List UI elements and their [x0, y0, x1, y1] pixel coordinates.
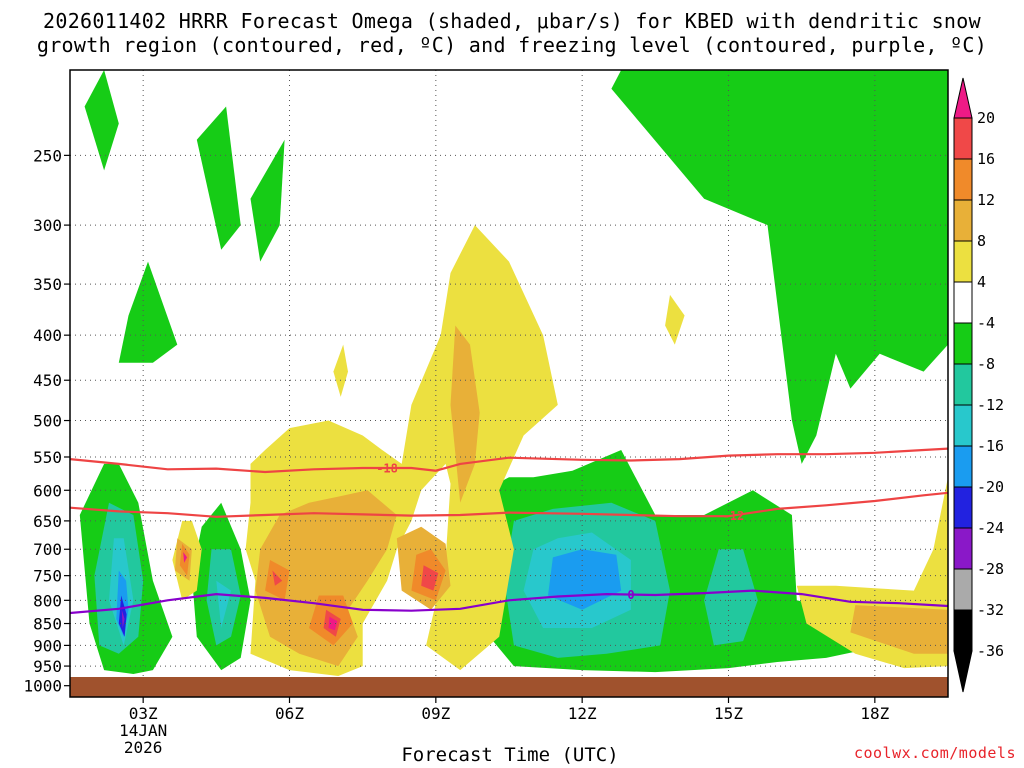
- x-tick-date: 14JAN: [119, 721, 167, 740]
- y-tick-label-900: 900: [33, 636, 62, 655]
- colorbar: 20 16 12 8 4 -4 -8 -12 -16 -20 -24 -28 -32 -36: [953, 77, 1004, 693]
- omega-region-orange_light-28: [850, 605, 948, 654]
- colorbar-swatch-6: [953, 363, 973, 406]
- omega-region-green-3: [250, 139, 285, 262]
- y-tick-label-750: 750: [33, 567, 62, 586]
- omega-region-magenta-37: [183, 552, 188, 563]
- omega-region-teal-11: [704, 549, 758, 646]
- contour-line-2: [70, 589, 948, 615]
- contour-label-2: 0: [627, 588, 634, 602]
- omega-region-orange_light-24: [255, 490, 397, 667]
- x-tick-year: 2026: [124, 738, 163, 757]
- omega-region-orange_light-25: [450, 325, 480, 503]
- omega-region-green-1: [118, 261, 178, 363]
- x-tick-label-15: 15Z: [714, 704, 743, 723]
- y-tick-label-450: 450: [33, 371, 62, 390]
- chart-title-line-1: 2026011402 HRRR Forecast Omega (shaded, …: [43, 9, 981, 33]
- colorbar-swatch-12: [953, 609, 973, 652]
- y-tick-label-1000: 1000: [23, 677, 62, 696]
- colorbar-swatch-4: [953, 281, 973, 324]
- colorbar-label-0: 20: [977, 109, 995, 127]
- omega-region-purple-18: [121, 609, 125, 628]
- colorbar-bottom-triangle: [953, 650, 973, 693]
- contour-label-1: -12: [723, 509, 745, 523]
- colorbar-swatch-10: [953, 527, 973, 570]
- y-tick-label-800: 800: [33, 591, 62, 610]
- omega-region-green-4: [611, 70, 948, 464]
- colorbar-label-11: -28: [977, 560, 1004, 578]
- x-tick-label-3: 03Z: [129, 704, 158, 723]
- colorbar-swatch-11: [953, 568, 973, 611]
- x-axis-label: Forecast Time (UTC): [401, 744, 619, 766]
- y-tick-label-500: 500: [33, 412, 62, 431]
- colorbar-swatch-1: [953, 158, 973, 201]
- y-tick-label-950: 950: [33, 657, 62, 676]
- colorbar-swatch-9: [953, 486, 973, 529]
- y-tick-label-650: 650: [33, 512, 62, 531]
- y-tick-label-850: 850: [33, 615, 62, 634]
- omega-region-red-34: [421, 565, 439, 591]
- colorbar-label-8: -16: [977, 437, 1004, 455]
- colorbar-label-4: 4: [977, 273, 986, 291]
- colorbar-label-1: 16: [977, 150, 995, 168]
- temperature-contours: -18 -12 0: [70, 447, 948, 615]
- plot-frame: [69, 69, 949, 698]
- contour-line-0: [70, 447, 948, 474]
- pressure-axis: 250 300 350 400 450 500 550 600 650 700 750 800 850 9…: [23, 146, 70, 696]
- y-tick-label-250: 250: [33, 146, 62, 165]
- omega-region-magenta-36: [328, 616, 338, 631]
- colorbar-top-triangle: [953, 77, 973, 119]
- colorbar-label-7: -12: [977, 396, 1004, 414]
- x-tick-label-6: 06Z: [275, 704, 304, 723]
- omega-region-yellow-22: [665, 294, 685, 345]
- y-tick-label-550: 550: [33, 448, 62, 467]
- contour-line-1: [70, 491, 948, 518]
- colorbar-swatch-3: [953, 240, 973, 283]
- y-tick-label-300: 300: [33, 216, 62, 235]
- y-tick-label-600: 600: [33, 481, 62, 500]
- colorbar-swatch-0: [953, 117, 973, 160]
- colorbar-label-2: 12: [977, 191, 995, 209]
- y-tick-label-400: 400: [33, 326, 62, 345]
- colorbar-swatch-2: [953, 199, 973, 242]
- ground-surface: [70, 677, 948, 697]
- omega-region-green-2: [196, 106, 241, 250]
- x-tick-label-12: 12Z: [568, 704, 597, 723]
- omega-shading-layer: [79, 70, 948, 676]
- colorbar-label-5: -4: [977, 314, 995, 332]
- colorbar-label-12: -32: [977, 601, 1004, 619]
- contour-label-0: -18: [376, 461, 398, 475]
- omega-region-yellow-21: [333, 344, 348, 397]
- colorbar-swatch-7: [953, 404, 973, 447]
- x-tick-label-9: 09Z: [421, 704, 450, 723]
- colorbar-label-9: -20: [977, 478, 1004, 496]
- colorbar-label-10: -24: [977, 519, 1004, 537]
- omega-region-red-35: [272, 570, 283, 586]
- source-watermark[interactable]: coolwx.com/models: [853, 744, 1016, 762]
- colorbar-swatch-8: [953, 445, 973, 488]
- colorbar-label-13: -36: [977, 642, 1004, 660]
- y-tick-label-350: 350: [33, 275, 62, 294]
- y-tick-label-700: 700: [33, 540, 62, 559]
- x-tick-label-18: 18Z: [860, 704, 889, 723]
- omega-region-cyan-13: [216, 580, 231, 628]
- chart-title-line-2: growth region (contoured, red, ºC) and f…: [36, 33, 988, 57]
- colorbar-swatch-5: [953, 322, 973, 365]
- colorbar-label-3: 8: [977, 232, 986, 250]
- omega-region-green-0: [84, 70, 119, 171]
- colorbar-label-6: -8: [977, 355, 995, 373]
